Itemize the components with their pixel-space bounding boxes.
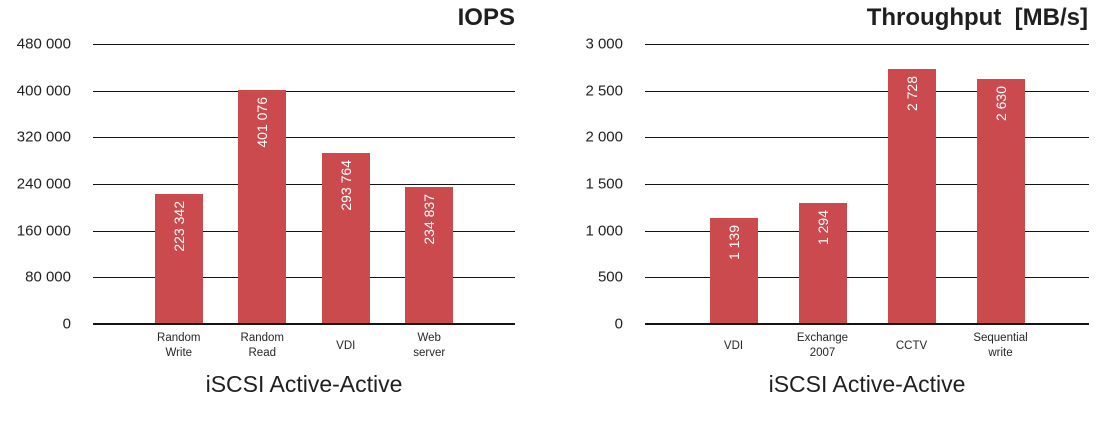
y-tick-label: 1 000 bbox=[585, 222, 623, 240]
x-tick-label: VDI bbox=[723, 339, 744, 352]
gridline bbox=[93, 184, 515, 185]
y-tick-label: 0 bbox=[614, 315, 623, 333]
chart-iops: IOPS 0 80 000 160 000 240 000 320 000 400 000… bbox=[17, 4, 515, 397]
gridline bbox=[645, 137, 1089, 139]
chart-title-iops: IOPS bbox=[457, 4, 515, 31]
y-tick-label: 320 000 bbox=[16, 128, 71, 146]
gridline bbox=[645, 230, 1089, 232]
x-axis-labels-iops: Random Write Random Read VDI Web server bbox=[93, 329, 515, 363]
bar-value-label: 1 139 bbox=[725, 224, 742, 260]
bar-value-label: 223 342 bbox=[170, 200, 187, 252]
plot-area-iops: 0 80 000 160 000 240 000 320 000 400 000 480 0… bbox=[17, 37, 515, 332]
x-tick-label: Exchange 2007 bbox=[796, 332, 849, 359]
bar-value-label: 234 837 bbox=[421, 194, 438, 245]
bar: 234 837 bbox=[405, 187, 454, 324]
axis-title-throughput: iSCSI Active-Active bbox=[768, 371, 966, 397]
bar-slot: 2 630 bbox=[956, 44, 1045, 324]
bar-slot: 234 837 bbox=[388, 44, 472, 324]
gridline bbox=[93, 277, 515, 279]
y-tick-label: 80 000 bbox=[25, 268, 71, 286]
x-axis-labels-throughput: VDI Exchange 2007 CCTV Sequential write bbox=[645, 329, 1089, 363]
x-tick-label: CCTV bbox=[895, 339, 928, 352]
y-tick-label: 1 500 bbox=[585, 175, 623, 193]
bar: 401 076 bbox=[238, 90, 287, 324]
y-tick-label: 2 000 bbox=[585, 128, 623, 146]
y-tick-label: 400 000 bbox=[16, 82, 71, 100]
gridline bbox=[645, 323, 1089, 325]
y-tick-label: 240 000 bbox=[16, 175, 71, 193]
chart-title-throughput: Throughput [MB/s] bbox=[866, 4, 1088, 31]
bar: 223 342 bbox=[154, 193, 203, 324]
bar-slot: 293 764 bbox=[304, 44, 388, 324]
gridline bbox=[93, 44, 515, 45]
gridline bbox=[645, 90, 1089, 92]
gridline bbox=[93, 230, 515, 232]
gridline bbox=[645, 277, 1089, 279]
axis-title-iops: iSCSI Active-Active bbox=[205, 371, 403, 397]
bar-slot: 401 076 bbox=[221, 44, 305, 324]
y-tick-label: 2 500 bbox=[585, 82, 623, 100]
gridline bbox=[93, 137, 515, 139]
chart-throughput: Throughput [MB/s] 0 500 1 000 1 500 2 000 2 5… bbox=[552, 0, 1104, 422]
bar-value-label: 1 294 bbox=[814, 210, 831, 246]
bar: 2 728 bbox=[887, 69, 936, 324]
y-tick-label: 500 bbox=[597, 268, 623, 286]
bar-value-label: 401 076 bbox=[254, 97, 271, 148]
bar-value-label: 2 728 bbox=[903, 76, 920, 112]
bar-slot: 1 294 bbox=[778, 44, 867, 324]
plot-area-throughput: 0 500 1 000 1 500 2 000 2 500 3 000 1 139 1 294 2… bbox=[585, 37, 1089, 332]
y-tick-label: 3 000 bbox=[585, 35, 623, 53]
gridline bbox=[93, 323, 515, 325]
x-tick-label: Sequential write bbox=[973, 332, 1028, 359]
x-tick-label: Web server bbox=[413, 332, 446, 359]
y-tick-label: 160 000 bbox=[16, 222, 71, 240]
x-tick-label: VDI bbox=[336, 339, 356, 352]
y-tick-label: 480 000 bbox=[16, 35, 71, 53]
bar: 293 764 bbox=[321, 152, 370, 324]
bar: 1 294 bbox=[798, 203, 847, 324]
bar-slot: 2 728 bbox=[867, 44, 956, 324]
gridline bbox=[93, 90, 515, 92]
bar: 1 139 bbox=[709, 217, 758, 324]
gridline bbox=[645, 44, 1089, 45]
y-tick-label: 0 bbox=[62, 315, 71, 333]
bar-value-label: 2 630 bbox=[992, 85, 1009, 121]
bar-value-label: 293 764 bbox=[337, 159, 354, 211]
bar-slot: 223 342 bbox=[137, 44, 221, 324]
bars-group: 1 139 1 294 2 728 2 630 bbox=[645, 44, 1089, 324]
bar-slot: 1 139 bbox=[689, 44, 778, 324]
bar: 2 630 bbox=[976, 78, 1025, 324]
bars-group: 223 342 401 076 293 764 234 837 bbox=[93, 44, 515, 324]
gridline bbox=[645, 184, 1089, 185]
x-tick-label: Random Read bbox=[240, 332, 284, 359]
x-tick-label: Random Write bbox=[157, 332, 201, 359]
